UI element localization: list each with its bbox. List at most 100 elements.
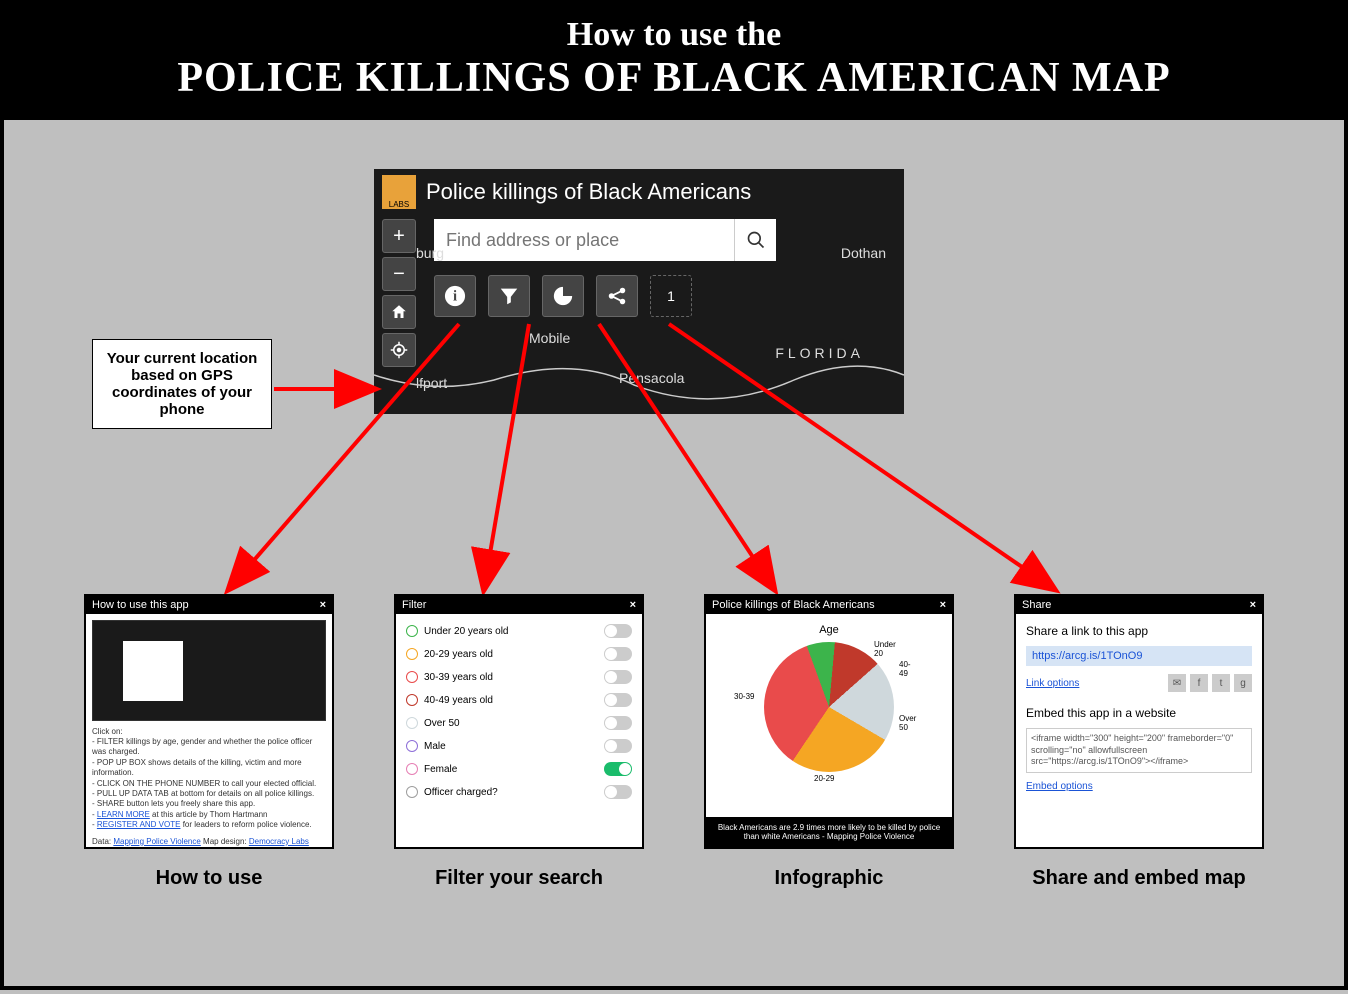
map-titlebar: LABS Police killings of Black Americans: [374, 169, 904, 215]
filter-row-label: 30-39 years old: [424, 672, 493, 683]
search-input[interactable]: [434, 219, 734, 261]
filter-toggle[interactable]: [604, 785, 632, 799]
header-line1: How to use the: [4, 16, 1344, 54]
howto-b1: - FILTER killings by age, gender and whe…: [92, 737, 326, 758]
filter-toggle[interactable]: [604, 716, 632, 730]
filter-dot-icon: [406, 625, 418, 637]
feature-count: 1: [650, 275, 692, 317]
infographic-title: Police killings of Black Americans: [712, 599, 875, 611]
logo-text: LABS: [389, 200, 409, 209]
filter-row-label: 20-29 years old: [424, 649, 493, 660]
map-app: LABS Police killings of Black Americans …: [374, 169, 904, 414]
filter-row-label: Female: [424, 764, 457, 775]
filter-row: Over 50: [402, 712, 636, 734]
filter-toggle[interactable]: [604, 762, 632, 776]
infographic-caption: Black Americans are 2.9 times more likel…: [706, 817, 952, 847]
filter-row-label: 40-49 years old: [424, 695, 493, 706]
filter-row-label: Officer charged?: [424, 787, 498, 798]
card1-label: How to use: [156, 867, 263, 890]
mail-icon[interactable]: ✉: [1168, 674, 1186, 692]
filter-close-button[interactable]: ×: [630, 599, 636, 611]
svg-text:i: i: [453, 289, 457, 305]
age-pie-chart: [764, 642, 894, 772]
share-title: Share: [1022, 599, 1051, 611]
search-button[interactable]: [734, 219, 776, 261]
filter-dot-icon: [406, 671, 418, 683]
facebook-icon[interactable]: f: [1190, 674, 1208, 692]
share-card: Share × Share a link to this app https:/…: [1014, 594, 1264, 849]
coastline-decor: [374, 325, 904, 414]
filter-row-label: Over 50: [424, 718, 460, 729]
filter-dot-icon: [406, 648, 418, 660]
google-icon[interactable]: g: [1234, 674, 1252, 692]
howto-b4: - PULL UP DATA TAB at bottom for details…: [92, 789, 326, 799]
register-vote-link[interactable]: REGISTER AND VOTE: [97, 820, 181, 829]
howto-card: How to use this app × Click on: - FILTER…: [84, 594, 334, 849]
share-close-button[interactable]: ×: [1250, 599, 1256, 611]
pie-title: Age: [819, 624, 839, 636]
page-header: How to use the POLICE KILLINGS OF BLACK …: [4, 4, 1344, 120]
filter-row-label: Under 20 years old: [424, 626, 509, 637]
learn-more-link[interactable]: LEARN MORE: [97, 810, 150, 819]
howto-title: How to use this app: [92, 599, 189, 611]
pie-label-3039: 30-39: [734, 692, 754, 701]
infographic-close-button[interactable]: ×: [940, 599, 946, 611]
share-url[interactable]: https://arcg.is/1TOnO9: [1026, 646, 1252, 666]
map-title: Police killings of Black Americans: [426, 179, 751, 205]
info-button[interactable]: i: [434, 275, 476, 317]
filter-dot-icon: [406, 740, 418, 752]
home-button[interactable]: [382, 295, 416, 329]
filter-dot-icon: [406, 786, 418, 798]
cards-row: How to use this app × Click on: - FILTER…: [4, 594, 1344, 890]
place-burg: burg: [416, 245, 444, 261]
link-options-link[interactable]: Link options: [1026, 678, 1079, 689]
share-button[interactable]: [596, 275, 638, 317]
howto-close-button[interactable]: ×: [320, 599, 326, 611]
filter-dot-icon: [406, 763, 418, 775]
filter-toggle[interactable]: [604, 670, 632, 684]
filter-title: Filter: [402, 599, 426, 611]
app-logo: LABS: [382, 175, 416, 209]
gps-callout: Your current location based on GPS coord…: [92, 339, 272, 429]
pie-label-o50: Over 50: [899, 714, 916, 732]
howto-b7b: for leaders to reform police violence.: [180, 820, 311, 829]
filter-row: Officer charged?: [402, 781, 636, 803]
filter-row-label: Male: [424, 741, 446, 752]
embed-options-link[interactable]: Embed options: [1026, 781, 1252, 792]
filter-toggle[interactable]: [604, 647, 632, 661]
pie-label-u20: Under 20: [874, 640, 896, 658]
twitter-icon[interactable]: t: [1212, 674, 1230, 692]
howto-b5: - SHARE button lets you freely share thi…: [92, 799, 326, 809]
filter-toggle[interactable]: [604, 739, 632, 753]
card4-label: Share and embed map: [1032, 867, 1245, 890]
howto-b2: - POP UP BOX shows details of the killin…: [92, 758, 326, 779]
filter-toggle[interactable]: [604, 624, 632, 638]
filter-card: Filter × Under 20 years old 20-29 years o…: [394, 594, 644, 849]
card3-label: Infographic: [775, 867, 884, 890]
zoom-out-button[interactable]: −: [382, 257, 416, 291]
filter-row: Male: [402, 735, 636, 757]
howto-body: Click on: - FILTER killings by age, gend…: [86, 727, 332, 847]
infographic-card: Police killings of Black Americans × Age…: [704, 594, 954, 849]
howto-b6b: at this article by Thom Hartmann: [150, 810, 268, 819]
data-source-link[interactable]: Mapping Police Violence: [113, 837, 200, 846]
pie-label-4049: 40-49: [899, 660, 911, 678]
filter-row: 40-49 years old: [402, 689, 636, 711]
filter-toggle[interactable]: [604, 693, 632, 707]
howto-clickon: Click on:: [92, 727, 326, 737]
filter-dot-icon: [406, 717, 418, 729]
design-link[interactable]: Democracy Labs: [249, 837, 309, 846]
filter-row: 30-39 years old: [402, 666, 636, 688]
share-heading: Share a link to this app: [1026, 624, 1252, 638]
embed-code[interactable]: <iframe width="300" height="200" framebo…: [1026, 728, 1252, 773]
filter-row: 20-29 years old: [402, 643, 636, 665]
howto-b3: - CLICK ON THE PHONE NUMBER to call your…: [92, 779, 326, 789]
zoom-in-button[interactable]: +: [382, 219, 416, 253]
filter-row: Female: [402, 758, 636, 780]
filter-row: Under 20 years old: [402, 620, 636, 642]
howto-fa: Data:: [92, 837, 113, 846]
filter-button[interactable]: [488, 275, 530, 317]
gps-callout-text: Your current location based on GPS coord…: [107, 350, 258, 418]
chart-button[interactable]: [542, 275, 584, 317]
filter-dot-icon: [406, 694, 418, 706]
